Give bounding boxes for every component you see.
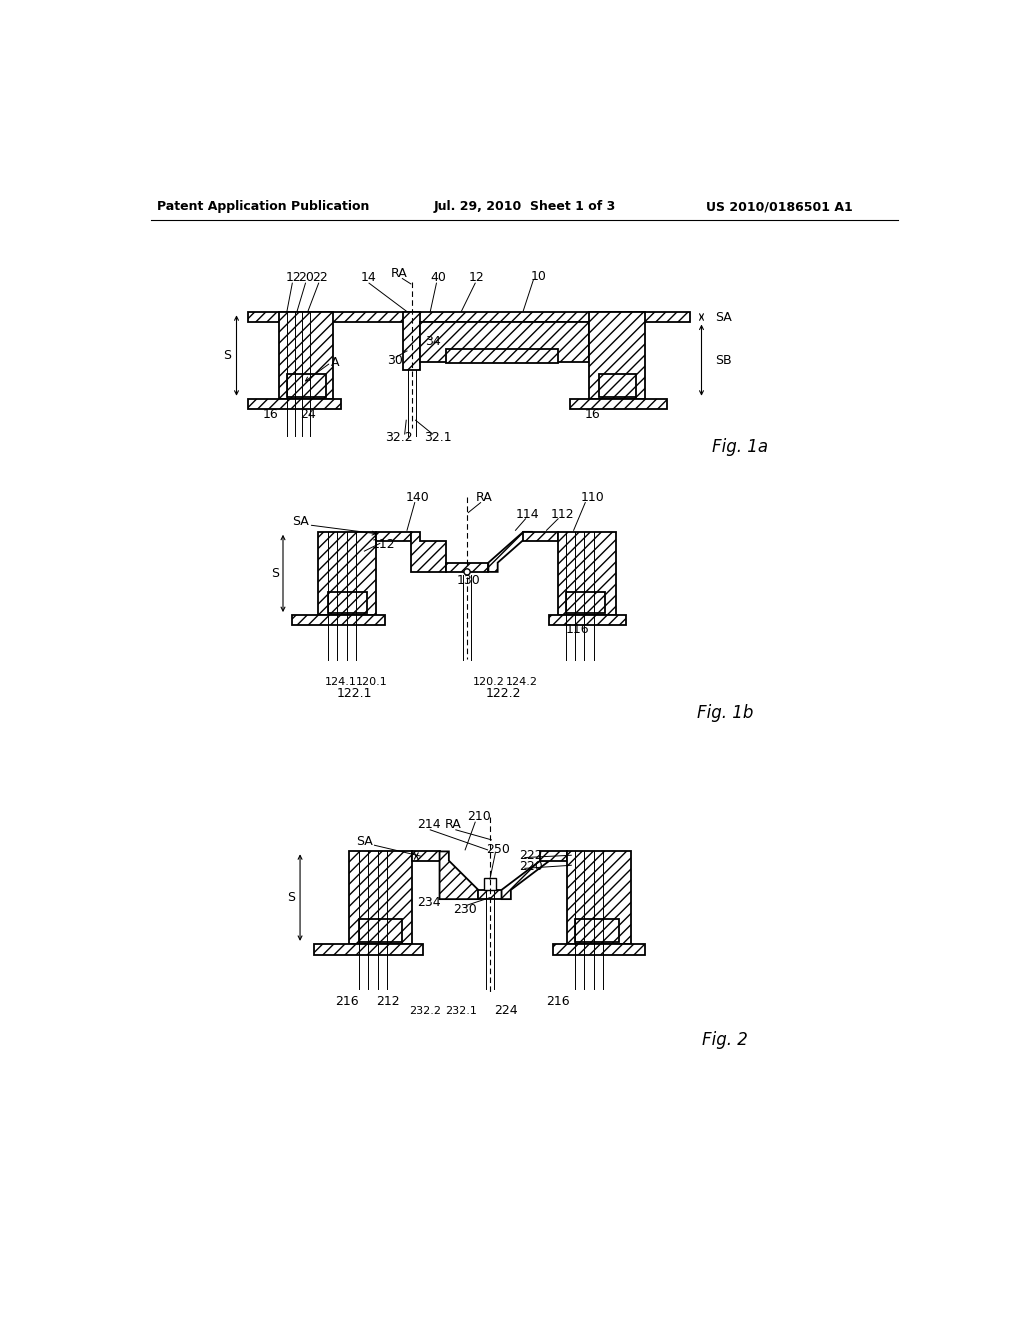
Bar (478, 890, 502, 899)
Text: 122.2: 122.2 (486, 686, 521, 700)
Text: A: A (331, 356, 339, 370)
Bar (376, 532, 411, 541)
Text: 212: 212 (376, 995, 399, 1008)
Bar (523, 532, 558, 541)
Text: 232.2: 232.2 (409, 1006, 440, 1016)
Polygon shape (488, 532, 532, 572)
Bar (445, 562, 488, 572)
Text: 120.2: 120.2 (472, 677, 504, 686)
Text: 12: 12 (286, 271, 302, 284)
Bar (287, 374, 326, 397)
Bar (349, 851, 413, 944)
Bar (292, 615, 385, 626)
Text: Fig. 1b: Fig. 1b (696, 704, 753, 722)
Text: 20: 20 (298, 271, 314, 284)
Text: SA: SA (356, 834, 373, 847)
Text: 210: 210 (467, 810, 490, 824)
Text: Jul. 29, 2010  Sheet 1 of 3: Jul. 29, 2010 Sheet 1 of 3 (434, 201, 615, 214)
Bar (569, 399, 667, 409)
Text: 32.1: 32.1 (424, 432, 452, 445)
Text: 214: 214 (417, 818, 440, 832)
Polygon shape (411, 532, 445, 572)
Text: 140: 140 (406, 491, 429, 504)
Polygon shape (502, 861, 550, 899)
Bar (589, 313, 645, 399)
Text: RA: RA (445, 818, 462, 832)
Text: 112: 112 (550, 508, 573, 520)
Text: 32.2: 32.2 (385, 432, 413, 445)
Text: 230: 230 (454, 903, 477, 916)
Text: Fig. 1a: Fig. 1a (712, 438, 768, 457)
Text: SB: SB (715, 354, 731, 367)
Text: 222: 222 (519, 849, 543, 862)
Text: Patent Application Publication: Patent Application Publication (158, 201, 370, 214)
Text: 124.1: 124.1 (326, 677, 357, 686)
Bar (567, 851, 631, 944)
Polygon shape (439, 851, 478, 899)
Bar (483, 878, 496, 890)
Text: 116: 116 (565, 623, 590, 636)
Text: US 2010/0186501 A1: US 2010/0186501 A1 (706, 201, 852, 214)
Text: Fig. 2: Fig. 2 (701, 1031, 748, 1049)
Text: 34: 34 (425, 335, 440, 348)
Text: 114: 114 (515, 508, 539, 520)
Text: 112: 112 (372, 539, 395, 552)
Text: 16: 16 (263, 408, 279, 421)
Text: 22: 22 (312, 271, 328, 284)
Bar (566, 591, 604, 614)
Text: 130: 130 (457, 574, 481, 587)
Text: 220: 220 (519, 861, 543, 874)
Text: 16: 16 (585, 408, 601, 421)
Text: 14: 14 (360, 271, 376, 284)
Text: S: S (287, 891, 295, 904)
Text: 216: 216 (336, 995, 359, 1008)
Bar (317, 532, 376, 615)
Text: 40: 40 (430, 271, 445, 284)
Bar (248, 313, 690, 322)
Text: 12: 12 (469, 271, 484, 284)
Text: 234: 234 (417, 896, 440, 909)
Text: 124.2: 124.2 (506, 677, 538, 686)
Bar (359, 919, 402, 942)
Text: 224: 224 (495, 1005, 518, 1018)
Bar (328, 591, 367, 614)
Text: SA: SA (292, 515, 308, 528)
Bar (575, 919, 618, 942)
Bar (413, 851, 439, 861)
Bar (554, 944, 645, 954)
Text: 250: 250 (486, 842, 510, 855)
Text: 10: 10 (530, 269, 547, 282)
Bar (280, 313, 334, 399)
Text: 24: 24 (300, 408, 315, 421)
Text: 216: 216 (547, 995, 570, 1008)
Bar (599, 374, 636, 397)
Bar (445, 350, 558, 363)
Bar (549, 615, 627, 626)
Bar (558, 532, 616, 615)
Text: 122.1: 122.1 (337, 686, 372, 700)
Text: 30: 30 (387, 354, 403, 367)
Text: RA: RA (476, 491, 493, 504)
Text: S: S (223, 348, 231, 362)
Text: 110: 110 (582, 491, 605, 504)
Circle shape (464, 569, 470, 576)
Bar (403, 313, 420, 370)
Bar (420, 322, 589, 362)
Text: SA: SA (715, 310, 731, 323)
Bar (541, 851, 567, 861)
Text: 232.1: 232.1 (445, 1006, 477, 1016)
Text: S: S (271, 566, 280, 579)
Text: 120.1: 120.1 (356, 677, 388, 686)
Bar (314, 944, 423, 954)
Bar (248, 399, 341, 409)
Text: RA: RA (391, 268, 408, 280)
